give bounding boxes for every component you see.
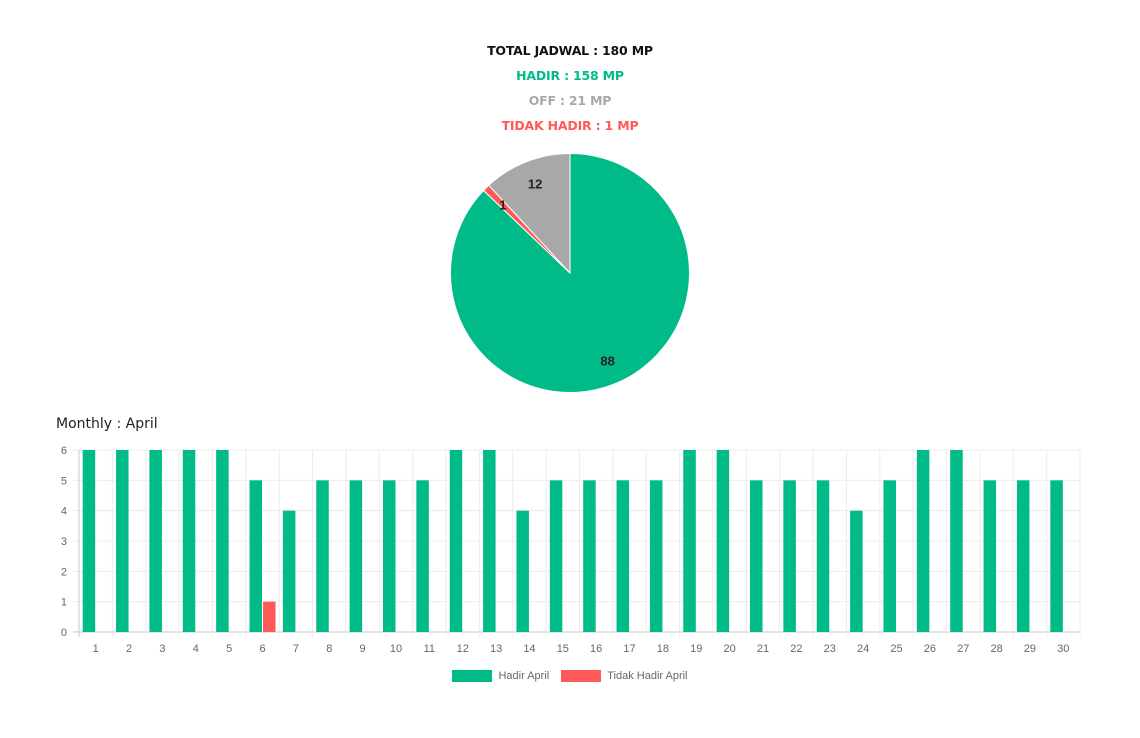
y-tick-label: 5 [61,475,67,487]
x-tick-label: 10 [390,643,402,655]
bar-hadir[interactable] [416,480,429,632]
present-count-text: HADIR : 158 MP [516,68,624,83]
x-tick-label: 1 [93,643,99,655]
x-tick-label: 27 [957,643,969,655]
pie-chart-svg [450,153,690,393]
x-tick-label: 14 [523,643,535,655]
x-tick-label: 4 [193,643,199,655]
bar-hadir[interactable] [950,450,963,632]
bar-hadir[interactable] [683,450,696,632]
x-tick-label: 3 [159,643,165,655]
bar-hadir[interactable] [349,480,363,632]
x-tick-label: 20 [724,643,736,655]
attendance-pie-chart: 88 1 12 [450,153,690,393]
bar-hadir[interactable] [282,510,296,632]
bar-hadir[interactable] [382,480,396,632]
bar-hadir[interactable] [716,450,730,632]
x-tick-label: 18 [657,643,669,655]
x-tick-label: 8 [326,643,332,655]
off-count-text: OFF : 21 MP [528,93,612,108]
x-tick-label: 9 [360,643,366,655]
bar-hadir[interactable] [182,450,196,632]
bar-hadir[interactable] [1016,480,1030,632]
bar-hadir[interactable] [483,450,496,632]
bar-tidak-hadir[interactable] [263,601,276,632]
pie-label-tidak_hadir: 1 [499,197,507,213]
bar-hadir[interactable] [883,480,896,632]
legend-swatch-hadir [452,670,493,682]
bar-hadir[interactable] [616,480,630,632]
bar-hadir[interactable] [549,480,563,632]
x-tick-label: 22 [790,643,802,655]
x-tick-label: 24 [857,643,869,655]
y-tick-label: 6 [61,445,67,457]
total-schedule-text: TOTAL JADWAL : 180 MP [487,43,653,58]
bar-hadir[interactable] [249,480,263,632]
x-tick-label: 23 [824,643,836,655]
bar-hadir[interactable] [149,450,162,632]
legend-label-hadir: Hadir April [498,670,550,682]
y-tick-label: 3 [61,536,67,548]
x-tick-label: 25 [890,643,902,655]
x-tick-label: 29 [1024,643,1036,655]
bar-hadir[interactable] [216,450,229,632]
bar-chart-legend: Hadir April Tidak Hadir April [0,670,1140,682]
legend-label-tidak-hadir: Tidak Hadir April [607,670,688,682]
pie-label-hadir: 88 [600,353,615,369]
x-tick-label: 12 [457,643,469,655]
x-tick-label: 5 [226,643,232,655]
x-tick-label: 19 [690,643,702,655]
y-tick-label: 2 [61,566,67,578]
attendance-summary: TOTAL JADWAL : 180 MP HADIR : 158 MP OFF… [0,42,1140,142]
y-tick-label: 0 [61,627,67,639]
x-tick-label: 2 [126,643,132,655]
x-tick-label: 28 [990,643,1002,655]
legend-item-hadir[interactable]: Hadir April [452,670,549,682]
bar-hadir[interactable] [116,450,129,632]
bar-hadir[interactable] [82,450,96,632]
pie-label-off: 12 [527,176,543,192]
bar-hadir[interactable] [816,480,830,632]
x-tick-label: 11 [424,643,435,655]
bar-hadir[interactable] [316,480,329,632]
x-tick-label: 16 [590,643,602,655]
legend-item-tidak-hadir[interactable]: Tidak Hadir April [561,670,688,682]
bar-hadir[interactable] [516,510,529,632]
bar-hadir[interactable] [850,510,863,632]
bar-hadir[interactable] [750,480,763,632]
x-tick-label: 30 [1057,643,1069,655]
y-tick-label: 1 [61,597,67,609]
x-tick-label: 7 [293,643,299,655]
bar-hadir[interactable] [583,480,596,632]
y-tick-label: 4 [61,506,67,518]
bar-hadir[interactable] [649,480,663,632]
x-tick-label: 17 [623,643,635,655]
x-tick-label: 6 [259,643,265,655]
bar-hadir[interactable] [1050,480,1063,632]
x-tick-label: 13 [490,643,502,655]
bar-hadir[interactable] [983,480,997,632]
bar-hadir[interactable] [916,450,930,632]
x-tick-label: 26 [924,643,936,655]
x-tick-label: 21 [757,643,769,655]
bar-hadir[interactable] [449,450,463,632]
legend-swatch-tidak-hadir [561,670,602,682]
pie-slice-off[interactable] [488,153,571,275]
monthly-chart-title: Monthly : April [56,416,158,432]
x-tick-label: 15 [557,643,569,655]
absent-count-text: TIDAK HADIR : 1 MP [501,118,639,133]
bar-hadir[interactable] [783,480,796,632]
